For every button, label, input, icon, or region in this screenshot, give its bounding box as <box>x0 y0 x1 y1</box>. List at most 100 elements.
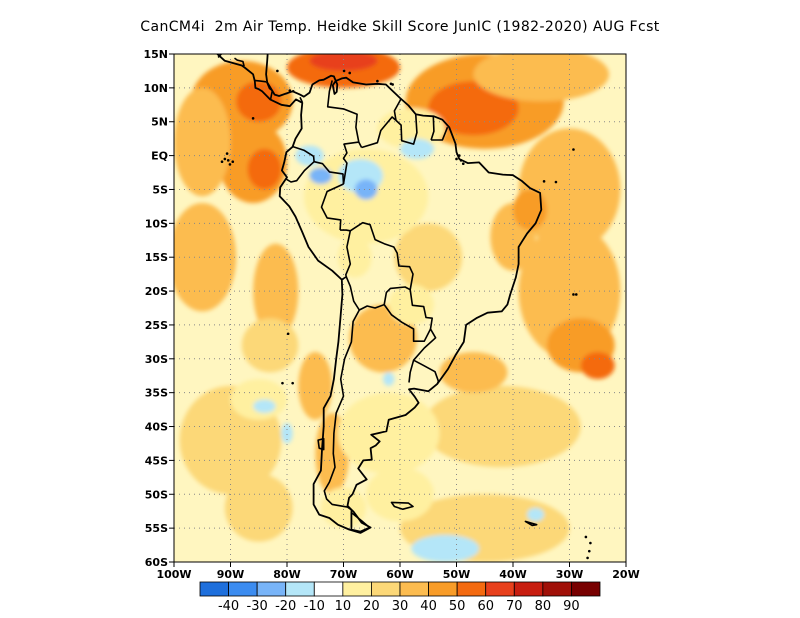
lat-label: 45S <box>145 454 168 467</box>
country-border <box>340 229 352 281</box>
country-border <box>320 183 344 231</box>
lon-label: 40W <box>499 568 526 581</box>
islet <box>586 556 589 560</box>
islet <box>286 332 290 336</box>
skill-patch <box>580 352 615 380</box>
islet <box>276 69 279 73</box>
islet <box>587 549 591 553</box>
skill-patch <box>337 392 440 474</box>
islet <box>223 157 227 161</box>
colorbar-box <box>256 581 287 597</box>
islet <box>228 163 232 166</box>
lon-label: 60W <box>386 568 413 581</box>
islet <box>554 180 558 184</box>
longitude-labels: 100W 90W 80W 70W 60W 50W 40W 30W 20W <box>156 562 640 581</box>
skill-patch <box>253 399 276 413</box>
skill-patch <box>247 148 282 190</box>
colorbar: -40 -30 -20 -10 10 20 30 40 50 60 70 80 90 <box>199 581 601 614</box>
skill-patch <box>394 223 463 292</box>
skill-patch <box>174 203 237 312</box>
islet <box>461 162 465 166</box>
colorbar-box <box>199 581 229 597</box>
skill-patch <box>309 167 333 185</box>
skill-patch <box>236 81 282 122</box>
islet <box>225 152 229 155</box>
latitude-labels: 15N 10N 5N EQ 5S 10S 15S 20S 25S 30S 35S 40S 45S 50S 5… <box>143 48 174 569</box>
skill-patch <box>281 423 293 444</box>
skill-patch <box>473 54 610 102</box>
colorbar-label: 40 <box>420 599 437 614</box>
country-border <box>349 221 414 305</box>
colorbar-box <box>542 581 572 597</box>
country-border <box>299 96 304 103</box>
colorbar-label: 90 <box>563 599 580 614</box>
country-border <box>234 57 245 67</box>
island-outline <box>524 520 538 527</box>
skill-patch <box>400 138 434 159</box>
island-outline <box>350 511 371 533</box>
coastline <box>215 54 543 534</box>
islet <box>288 89 292 92</box>
colorbar-label: 10 <box>335 599 352 614</box>
coastlines <box>215 54 592 560</box>
skill-patch <box>298 352 333 420</box>
lat-label: 15S <box>145 251 168 264</box>
colorbar-label: 20 <box>363 599 380 614</box>
skill-patch <box>230 379 287 420</box>
lat-label: EQ <box>151 150 168 163</box>
islet <box>572 148 575 151</box>
islet <box>251 117 255 120</box>
country-border <box>361 116 397 149</box>
lat-label: 50S <box>145 488 168 501</box>
lon-label: 50W <box>443 568 470 581</box>
islet <box>291 381 294 385</box>
islet <box>231 160 235 163</box>
country-border <box>431 126 449 141</box>
colorbar-box <box>399 581 429 597</box>
colorbar-label: 30 <box>392 599 409 614</box>
skill-patch <box>354 179 378 200</box>
plot-area <box>174 54 626 562</box>
lon-label: 80W <box>273 568 300 581</box>
skill-patch <box>320 487 367 529</box>
colorbar-label: -10 <box>304 599 325 614</box>
islet <box>572 293 575 296</box>
country-border <box>254 79 267 83</box>
skill-patch <box>309 54 378 71</box>
colorbar-label: -20 <box>275 599 296 614</box>
country-border <box>413 359 440 385</box>
skill-patch <box>383 372 395 386</box>
lat-label: 60S <box>145 556 168 569</box>
colorbar-box <box>371 581 401 597</box>
colorbar-labels: -40 -30 -20 -10 10 20 30 40 50 60 70 80 90 <box>218 599 580 614</box>
skill-patch <box>422 385 581 468</box>
lon-label: 70W <box>330 568 357 581</box>
island-outline <box>390 501 414 511</box>
skill-patch <box>428 81 519 136</box>
country-border <box>342 141 359 185</box>
country-border <box>409 289 434 330</box>
skill-patch <box>224 473 293 542</box>
colorbar-box <box>485 581 515 597</box>
colorbar-box <box>513 581 544 597</box>
islet <box>389 82 393 86</box>
country-border <box>408 328 437 383</box>
country-border <box>313 160 345 185</box>
islet <box>226 159 230 162</box>
colorbar-box <box>456 581 487 597</box>
colorbar-label: 70 <box>506 599 523 614</box>
country-border <box>358 303 385 311</box>
colorbar-box <box>342 581 372 597</box>
islet <box>376 79 379 83</box>
lat-label: 55S <box>145 522 168 535</box>
colorbar-box <box>228 581 258 597</box>
lat-label: 5S <box>152 183 168 196</box>
islet <box>459 159 463 162</box>
skill-patch <box>241 318 299 373</box>
islet <box>291 89 295 93</box>
lat-label: 25S <box>145 319 168 332</box>
lat-label: 40S <box>145 421 168 434</box>
colorbar-label: -40 <box>218 599 239 614</box>
country-border <box>326 80 363 148</box>
